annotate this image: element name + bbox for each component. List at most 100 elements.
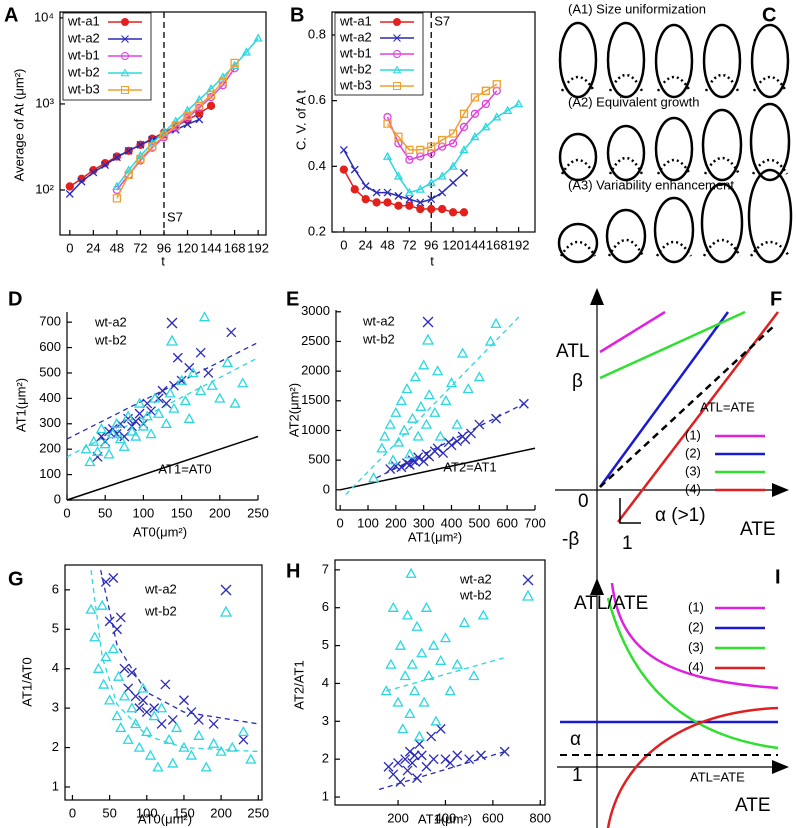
point xyxy=(451,658,463,669)
point xyxy=(393,171,404,180)
point xyxy=(88,435,100,446)
x-tick-label: 24 xyxy=(86,240,100,255)
y-tick-label: 1 xyxy=(52,778,59,793)
x-tick-label: 48 xyxy=(110,240,124,255)
y-tick-label: 300 xyxy=(39,415,61,430)
point xyxy=(95,423,107,434)
legend-label: wt-a2 xyxy=(94,314,127,329)
point xyxy=(387,601,399,612)
point xyxy=(476,750,486,761)
point xyxy=(195,101,204,111)
point xyxy=(399,670,411,681)
previous-size xyxy=(749,240,791,257)
point xyxy=(420,418,433,429)
point xyxy=(350,165,359,174)
point xyxy=(404,746,415,757)
y-tick-label: 500 xyxy=(39,364,61,379)
legend-label: wt-b3 xyxy=(67,81,100,96)
point xyxy=(385,658,397,669)
point xyxy=(134,408,145,419)
point xyxy=(477,609,489,620)
point xyxy=(101,161,110,169)
x-tick-label: 192 xyxy=(508,237,530,252)
point xyxy=(459,208,469,217)
y-tick-label: 10⁴ xyxy=(34,9,54,24)
point xyxy=(466,428,476,439)
point xyxy=(393,758,404,768)
legend-label: (4) xyxy=(685,481,701,496)
point xyxy=(405,201,414,210)
curve-3 xyxy=(606,597,779,750)
point xyxy=(429,406,441,417)
point xyxy=(437,171,447,180)
point xyxy=(416,750,427,761)
point xyxy=(470,93,480,102)
point xyxy=(459,109,469,118)
y-tick-label: 6 xyxy=(322,599,329,614)
x-tick-label: 250 xyxy=(247,805,269,820)
legend-label: wt-a2 xyxy=(362,313,395,328)
point xyxy=(186,707,197,718)
point xyxy=(367,472,380,483)
point xyxy=(175,374,188,385)
x-tick-label: 600 xyxy=(482,810,504,825)
point xyxy=(372,188,381,197)
point xyxy=(118,690,131,701)
reference-label: AT1=AT0 xyxy=(158,461,211,476)
x-tick-label: 168 xyxy=(486,237,508,252)
y-tick-label: 1500 xyxy=(301,392,330,407)
legend-label: wt-b3 xyxy=(339,77,372,92)
x-tick-label: 200 xyxy=(387,810,409,825)
one-label: 1 xyxy=(622,533,633,554)
stage-label: S7 xyxy=(167,209,183,224)
point xyxy=(416,145,425,155)
point xyxy=(412,430,424,441)
point xyxy=(133,397,146,408)
curve-1 xyxy=(610,582,779,690)
point xyxy=(182,105,193,114)
cell xyxy=(749,102,791,182)
point xyxy=(112,670,125,681)
legend-label: wt-b2 xyxy=(94,332,127,347)
point xyxy=(178,695,189,706)
reference-line xyxy=(66,435,259,501)
legend-label: wt-b2 xyxy=(339,61,372,76)
legend-marker xyxy=(165,334,179,346)
x-axis-label: ATE xyxy=(740,519,776,540)
legend-marker xyxy=(166,317,178,329)
cell xyxy=(654,23,694,99)
point xyxy=(457,347,469,358)
point xyxy=(397,723,409,734)
point xyxy=(427,639,440,650)
x-axis-title: AT0(μm²) xyxy=(138,811,192,826)
panel-letter: E xyxy=(286,288,299,310)
point xyxy=(206,379,218,390)
x-tick-label: 96 xyxy=(157,240,171,255)
point xyxy=(390,406,402,417)
point xyxy=(446,440,457,451)
cell xyxy=(558,132,598,182)
point xyxy=(96,431,107,442)
cell xyxy=(700,182,744,264)
point xyxy=(451,418,463,429)
point xyxy=(402,458,412,469)
legend-label: wt-a2 xyxy=(339,29,372,44)
previous-size xyxy=(751,158,789,175)
y-axis-title: AT1/AT0 xyxy=(19,657,34,706)
x-tick-label: 0 xyxy=(63,505,70,520)
point xyxy=(126,702,138,713)
point xyxy=(193,714,204,725)
point xyxy=(195,384,207,396)
y-tick-label: 5 xyxy=(52,621,59,636)
x-tick-label: 600 xyxy=(496,515,518,530)
fit-line xyxy=(100,569,259,725)
x-tick-label: 50 xyxy=(98,505,112,520)
point xyxy=(206,101,216,110)
point xyxy=(405,155,414,164)
x-tick-label: 0 xyxy=(66,240,73,255)
point xyxy=(440,754,451,765)
y-tick-label: 0.8 xyxy=(308,26,326,41)
point xyxy=(428,754,439,765)
legend-marker xyxy=(392,65,402,74)
